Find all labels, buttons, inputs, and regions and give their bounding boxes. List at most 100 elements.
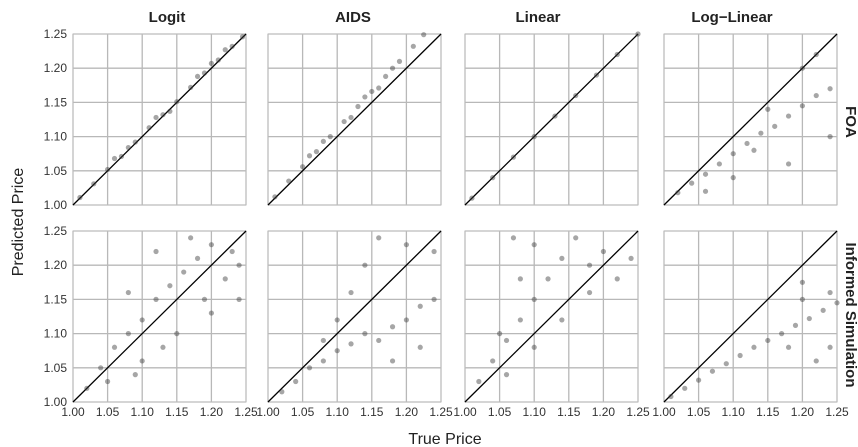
data-point <box>160 344 166 350</box>
data-point <box>313 149 320 155</box>
data-point <box>614 51 620 58</box>
data-point <box>98 365 104 371</box>
data-point <box>132 139 138 145</box>
data-point <box>105 378 111 385</box>
data-point <box>181 269 187 275</box>
data-point <box>222 47 228 53</box>
data-point <box>431 296 437 302</box>
data-point <box>806 315 812 322</box>
data-point <box>517 317 523 323</box>
data-point <box>355 103 361 110</box>
y-tick-label: 1.20 <box>44 258 68 272</box>
data-point <box>614 276 620 282</box>
x-tick-label: 1.15 <box>360 405 384 419</box>
data-point <box>236 262 242 268</box>
data-point <box>510 154 517 160</box>
reference-line <box>267 230 442 403</box>
x-tick-label: 1.10 <box>722 405 746 419</box>
y-tick-label: 1.15 <box>44 95 68 109</box>
data-point <box>792 322 799 328</box>
reference-line <box>464 230 639 403</box>
data-point <box>531 242 537 248</box>
data-point <box>403 242 409 248</box>
data-point <box>531 344 537 350</box>
y-tick-label: 1.00 <box>44 198 68 212</box>
data-point <box>229 248 235 255</box>
x-tick-label: 1.00 <box>453 405 477 419</box>
panel-frame <box>267 33 442 206</box>
reference-line <box>663 33 838 206</box>
data-point <box>369 88 375 95</box>
data-point <box>820 307 826 313</box>
data-point <box>785 113 792 119</box>
data-point <box>517 276 523 282</box>
data-point <box>201 296 208 302</box>
reference-line <box>72 230 247 403</box>
data-point <box>758 130 764 136</box>
data-point <box>174 331 180 337</box>
x-tick-label: 1.05 <box>291 405 315 419</box>
data-point <box>751 344 757 350</box>
data-point <box>125 331 131 337</box>
data-point <box>827 344 833 350</box>
data-point <box>334 348 340 354</box>
data-point <box>559 255 565 261</box>
data-point <box>785 344 792 350</box>
data-point <box>348 114 354 121</box>
data-point <box>153 296 159 302</box>
row-strip-informed-simulation: Informed Simulation <box>842 242 858 387</box>
data-point <box>160 112 166 118</box>
data-point <box>300 164 306 170</box>
data-point <box>827 134 833 140</box>
x-tick-label: 1.05 <box>488 405 512 419</box>
data-point <box>389 358 396 364</box>
x-tick-label: 1.20 <box>200 405 224 419</box>
data-point <box>510 235 517 241</box>
y-tick-label: 1.05 <box>44 164 68 178</box>
panel-frame <box>267 230 442 403</box>
data-point <box>545 276 551 282</box>
data-point <box>215 57 221 63</box>
x-axis-title: True Price <box>408 431 481 447</box>
panel-frame <box>663 230 838 403</box>
y-tick-label: 1.25 <box>44 224 68 238</box>
data-point <box>417 344 423 350</box>
data-point <box>320 337 326 344</box>
data-point <box>702 188 709 194</box>
data-point <box>813 358 819 364</box>
data-point <box>320 138 326 144</box>
data-point <box>682 385 688 391</box>
data-point <box>383 73 389 80</box>
data-point <box>111 344 118 350</box>
data-point <box>730 175 736 181</box>
data-point <box>497 331 503 337</box>
x-tick-label: 1.00 <box>61 405 85 419</box>
data-point <box>125 144 131 151</box>
data-point <box>635 31 641 37</box>
data-point <box>751 147 757 153</box>
data-point <box>668 393 674 400</box>
data-point <box>118 153 125 160</box>
column-title-linear: Linear <box>515 9 560 26</box>
data-point <box>531 134 537 140</box>
data-point <box>765 106 771 112</box>
data-point <box>490 358 496 364</box>
data-point <box>320 358 326 364</box>
panel-informed-simulation-logit <box>72 230 247 403</box>
data-point <box>105 166 111 173</box>
data-point <box>84 385 90 391</box>
panel-informed-simulation-aids <box>267 230 442 403</box>
data-point <box>702 171 709 177</box>
data-point <box>376 235 382 241</box>
data-point <box>503 337 510 344</box>
data-point <box>827 289 833 296</box>
y-tick-label: 1.20 <box>44 61 68 75</box>
data-point <box>306 365 313 371</box>
data-point <box>362 94 368 100</box>
reference-line <box>663 230 838 403</box>
data-point <box>559 317 565 323</box>
data-point <box>799 279 806 285</box>
panel-frame <box>72 33 247 206</box>
data-point <box>709 368 716 374</box>
